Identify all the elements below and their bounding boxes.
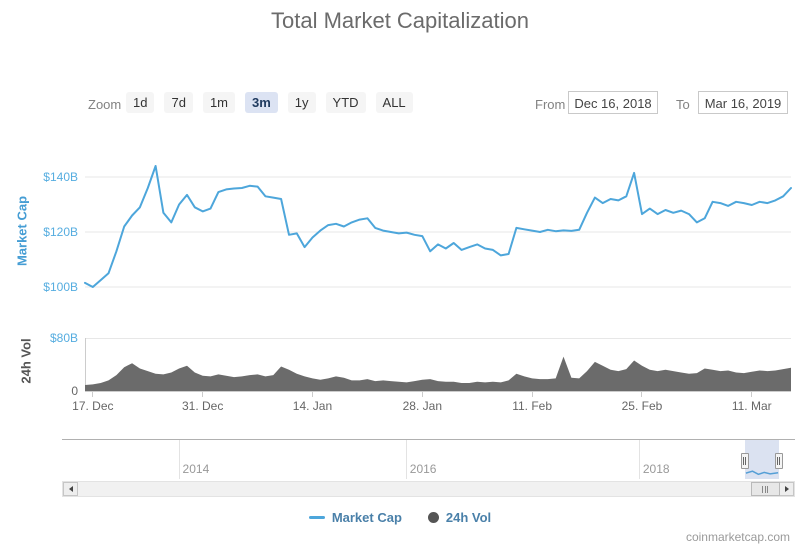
watermark: coinmarketcap.com (685, 530, 790, 544)
y-axis-label-volume: $80B (49, 331, 78, 345)
legend-item-24h-vol[interactable]: 24h Vol (427, 510, 492, 525)
zoom-button-1m[interactable]: 1m (202, 92, 235, 113)
x-axis-tick (202, 392, 204, 397)
zoom-label: Zoom (88, 97, 122, 112)
navigator-handle-right[interactable] (774, 453, 783, 469)
scrollbar[interactable] (62, 481, 795, 497)
navigator-year-gridline (405, 440, 407, 479)
x-axis-tick (751, 392, 753, 397)
navigator-year-label: 2016 (409, 462, 437, 476)
from-label: From (535, 97, 566, 112)
y-axis-label-volume: 0 (71, 384, 78, 398)
x-axis-label: 14. Jan (292, 399, 333, 413)
x-axis-tick (421, 392, 423, 397)
right-arrow-icon (784, 486, 792, 492)
navigator[interactable]: 2014 2016 2018 (62, 439, 795, 479)
legend-label: Market Cap (331, 510, 402, 525)
x-axis-tick (311, 392, 313, 397)
zoom-button-7d[interactable]: 7d (164, 92, 193, 113)
x-axis-tick (641, 392, 643, 397)
navigator-year-label: 2014 (182, 462, 210, 476)
volume-chart[interactable] (85, 338, 791, 392)
legend-circle-icon (427, 512, 439, 523)
market-cap-chart[interactable] (84, 150, 792, 305)
zoom-buttons: 1d 7d 1m 3m 1y YTD ALL (126, 92, 413, 113)
navigator-year-gridline (638, 440, 640, 479)
y-axis-label-market-cap: $120B (43, 225, 78, 239)
scrollbar-thumb[interactable] (750, 482, 780, 496)
x-axis-label: 28. Jan (402, 399, 442, 413)
zoom-button-ytd[interactable]: YTD (325, 92, 366, 113)
x-axis-label: 11. Mar (731, 399, 772, 413)
left-arrow-icon (66, 486, 73, 492)
zoom-button-all[interactable]: ALL (375, 92, 413, 113)
navigator-year-gridline (178, 440, 180, 479)
navigator-selection[interactable] (745, 440, 779, 479)
zoom-button-1d[interactable]: 1d (126, 92, 155, 113)
y-axis-label-market-cap: $140B (43, 170, 78, 184)
legend-item-market-cap[interactable]: Market Cap (308, 510, 402, 525)
to-date-input[interactable]: Mar 16, 2019 (698, 91, 788, 114)
volume-axis-title: 24h Vol (18, 338, 34, 384)
to-label: To (676, 97, 690, 112)
chart-legend: Market Cap 24h Vol (0, 510, 800, 525)
navigator-handle-left[interactable] (741, 453, 750, 469)
y-axis-label-market-cap: $100B (43, 280, 78, 294)
legend-line-icon (308, 516, 325, 519)
x-axis-tick (92, 392, 94, 397)
x-axis-tick (531, 392, 533, 397)
navigator-year-label: 2018 (642, 462, 670, 476)
x-axis-label: 25. Feb (621, 399, 663, 413)
x-axis-label: 11. Feb (512, 399, 553, 413)
navigator-preview (745, 470, 779, 476)
page-title: Total Market Capitalization (270, 8, 529, 33)
scrollbar-right-arrow-button[interactable] (779, 482, 794, 496)
x-axis-label: 17. Dec (72, 399, 114, 413)
from-date-input[interactable]: Dec 16, 2018 (568, 91, 658, 114)
x-axis-label: 31. Dec (182, 399, 224, 413)
scrollbar-left-arrow-button[interactable] (63, 482, 78, 496)
legend-label: 24h Vol (445, 510, 492, 525)
zoom-button-1y[interactable]: 1y (287, 92, 316, 113)
zoom-button-3m[interactable]: 3m (245, 92, 278, 113)
